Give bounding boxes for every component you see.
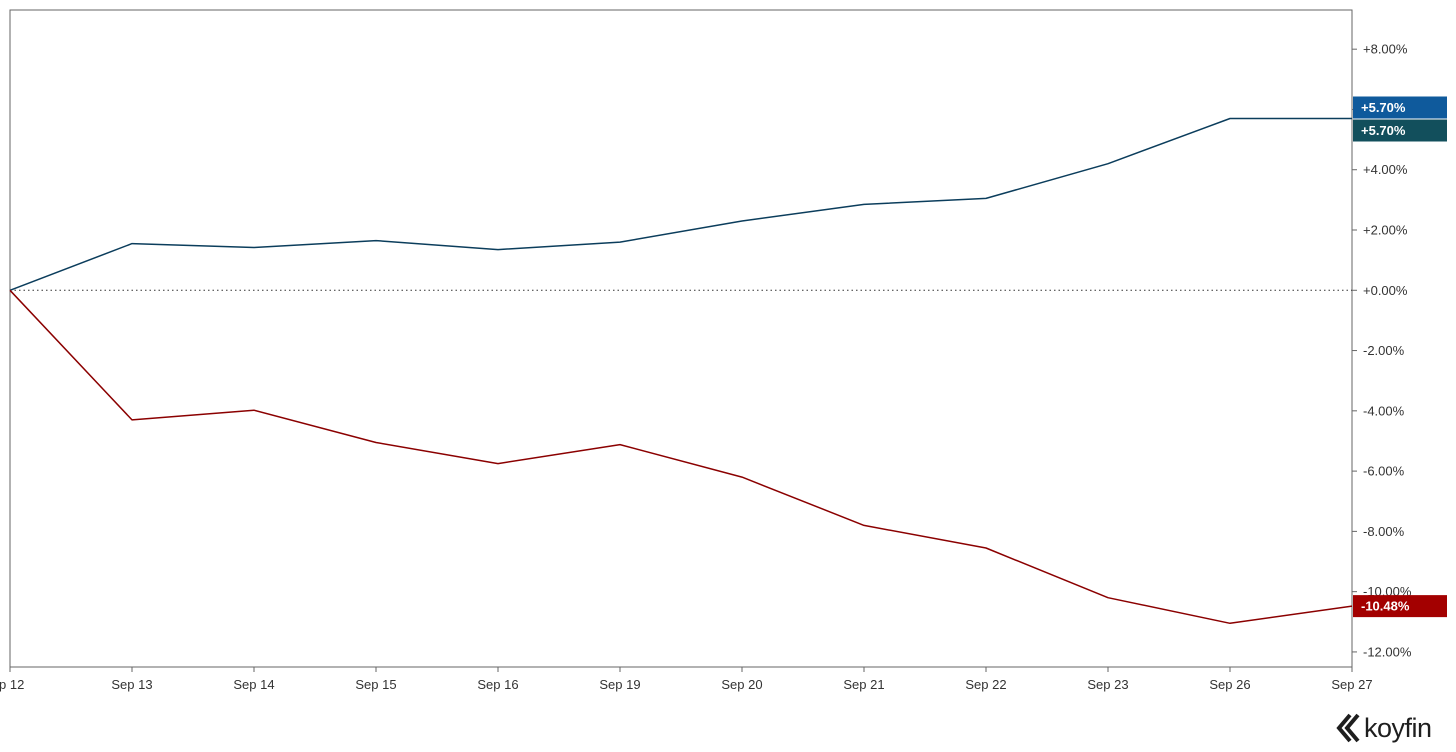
x-tick-label: Sep 20 (721, 677, 762, 692)
badge-background (1353, 96, 1447, 119)
x-tick-label: Sep 15 (355, 677, 396, 692)
y-tick-label: -2.00% (1363, 343, 1405, 358)
y-tick-label: +8.00% (1363, 42, 1408, 57)
y-tick-label: +0.00% (1363, 283, 1408, 298)
last-value-badge: -10.48% (1353, 595, 1447, 618)
last-value-badges: +5.70% +5.70% -10.48% (1353, 96, 1447, 618)
badge-background (1353, 595, 1447, 618)
x-tick-label: Sep 26 (1209, 677, 1250, 692)
plot-border (9, 9, 1353, 668)
y-tick-label: +4.00% (1363, 162, 1408, 177)
x-tick-label: Sep 21 (843, 677, 884, 692)
last-value-badge: +5.70% (1353, 119, 1447, 142)
x-tick-label: Sep 27 (1331, 677, 1372, 692)
series-layer (9, 117, 1353, 625)
series-line-2 (9, 289, 1353, 625)
koyfin-chevron-logo-icon (1336, 713, 1360, 743)
badge-label: -10.48% (1361, 599, 1410, 614)
x-tick-label: Sep 14 (233, 677, 274, 692)
y-tick-label: -6.00% (1363, 464, 1405, 479)
x-tick-label: Sep 22 (965, 677, 1006, 692)
x-tick-label: Sep 13 (111, 677, 152, 692)
y-tick-label: -8.00% (1363, 524, 1405, 539)
badge-background (1353, 119, 1447, 142)
badge-label: +5.70% (1361, 123, 1406, 138)
series-line-1 (9, 117, 1352, 292)
x-tick-label: p 12 (0, 677, 24, 692)
brand-name: koyfin (1364, 712, 1432, 743)
x-tick-label: Sep 23 (1087, 677, 1128, 692)
last-value-badge: +5.70% (1353, 96, 1447, 119)
brand-logo: koyfin (1336, 708, 1432, 748)
y-tick-label: -12.00% (1363, 644, 1412, 659)
x-tick-label: Sep 16 (477, 677, 518, 692)
x-axis: p 12 Sep 13 Sep 14 Sep 15 Sep 16 Sep 19 Sep 20… (0, 667, 1373, 692)
y-tick-label: +2.00% (1363, 223, 1408, 238)
x-tick-label: Sep 19 (599, 677, 640, 692)
badge-label: +5.70% (1361, 100, 1406, 115)
y-tick-label: -4.00% (1363, 403, 1405, 418)
plot-frame (9, 9, 1353, 668)
